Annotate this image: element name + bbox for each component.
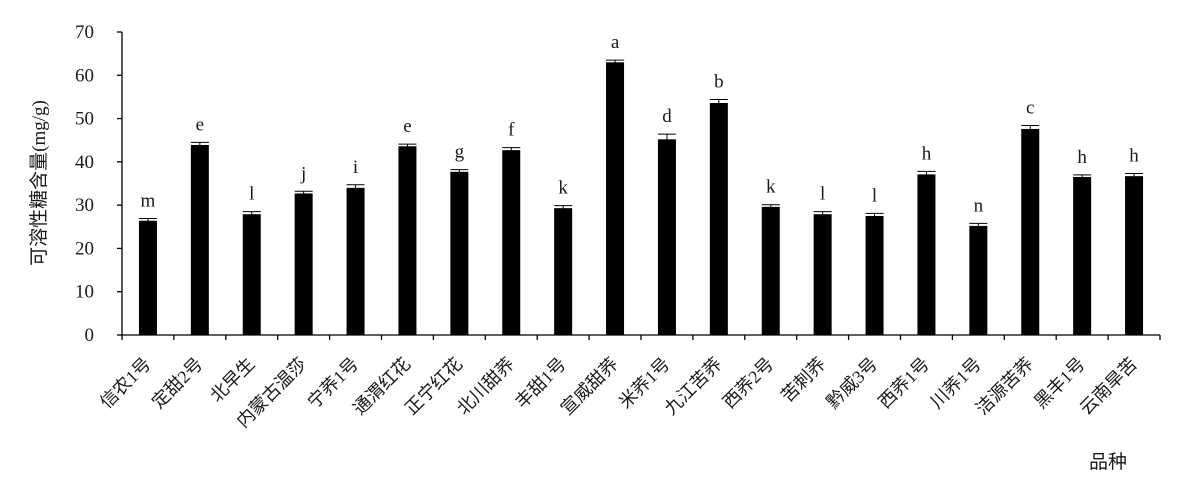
bar [709, 102, 728, 335]
category-label: 信农1号 [96, 354, 155, 413]
bar [606, 62, 625, 336]
category-label: 西荞2号 [719, 354, 778, 413]
significance-label: g [455, 142, 465, 163]
y-tick-label: 60 [75, 65, 94, 86]
significance-label: c [1026, 97, 1034, 118]
bar [502, 150, 521, 335]
significance-label: j [300, 163, 306, 184]
significance-label: h [922, 143, 932, 164]
y-axis: 0 10 20 30 40 50 60 70 [75, 22, 123, 346]
y-tick-label: 30 [75, 195, 94, 216]
significance-label: d [662, 106, 672, 127]
y-tick-label: 0 [85, 325, 95, 346]
bar [242, 214, 261, 335]
significance-label: m [141, 191, 156, 212]
bar [1021, 128, 1040, 335]
significance-label: l [249, 184, 254, 205]
category-label: 定甜2号 [148, 354, 207, 413]
bar [1125, 176, 1144, 335]
significance-label: e [196, 114, 204, 135]
bar [398, 146, 417, 335]
bar [917, 174, 936, 335]
bar [190, 144, 209, 335]
category-label: 洁源苦荞 [972, 354, 1037, 419]
x-axis [121, 334, 1161, 340]
category-label: 九江苦荞 [661, 354, 726, 419]
bar [554, 208, 573, 335]
significance-label: b [714, 72, 724, 93]
bar [138, 220, 157, 335]
significance-label: f [508, 120, 515, 141]
y-tick-label: 50 [75, 109, 94, 130]
significance-label: l [820, 184, 825, 205]
bar [294, 193, 313, 335]
x-axis-title: 品种 [1089, 451, 1127, 473]
bar [450, 171, 469, 335]
bar [813, 214, 832, 335]
significance-label: l [872, 185, 877, 206]
significance-label: h [1077, 147, 1087, 168]
bar [1073, 177, 1092, 335]
error-bars [138, 59, 1144, 229]
significance-labels: m e l j i e g f k a d b k l l h n c h h [141, 32, 1140, 216]
y-tick-label: 20 [75, 238, 94, 259]
significance-label: h [1129, 146, 1139, 167]
bars [138, 62, 1144, 336]
bar [969, 225, 988, 335]
y-axis-title: 可溶性糖含量(mg/g) [28, 100, 50, 266]
category-label: 西荞1号 [875, 354, 934, 413]
y-tick-label: 10 [75, 282, 94, 303]
y-tick-label: 40 [75, 152, 94, 173]
significance-label: a [611, 32, 620, 53]
category-label: 北川甜荞 [453, 354, 518, 419]
significance-label: k [766, 177, 776, 198]
bar [761, 206, 780, 335]
significance-label: n [974, 195, 984, 216]
bar [346, 187, 365, 335]
significance-label: i [353, 157, 358, 178]
significance-label: e [403, 116, 411, 137]
significance-label: k [558, 178, 568, 199]
category-label: 云南旱苦 [1076, 354, 1141, 419]
category-label: 宣威甜荞 [557, 354, 622, 419]
y-tick-label: 70 [75, 22, 94, 43]
bar [865, 215, 884, 335]
bar [657, 139, 676, 335]
category-label: 黔威3号 [823, 354, 882, 413]
